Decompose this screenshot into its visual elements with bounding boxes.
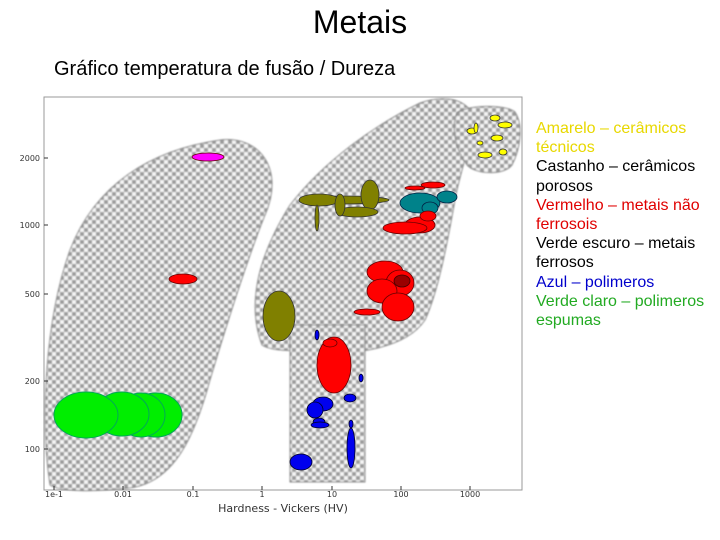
legend-item: Castanho – cerâmicos porosos (536, 158, 696, 195)
page-title: Metais (312, 4, 408, 40)
x-tick-label: 0.01 (114, 490, 132, 499)
legend: Amarelo – cerâmicos técnicos Castanho – … (536, 119, 718, 330)
dark-red-material (393, 274, 411, 288)
y-tick-label: 500 (25, 290, 40, 299)
x-tick-label: 1000 (460, 490, 480, 499)
y-tick-label: 1000 (20, 221, 40, 230)
x-axis-title: Hardness - Vickers (HV) (218, 502, 348, 515)
y-tick-label: 100 (25, 445, 40, 454)
x-tick-label: 1e-1 (45, 490, 63, 499)
x-tick-label: 10 (327, 490, 337, 499)
y-axis: 2000 1000 500 200 100 (20, 154, 48, 454)
y-tick-label: 2000 (20, 154, 40, 163)
legend-item: Verde escuro – metais ferrosos (536, 235, 696, 272)
red-group (168, 181, 446, 394)
legend-item: Verde claro – polimeros espumas (536, 292, 705, 330)
legend-item: Vermelho – metais não ferrosois (536, 196, 700, 234)
olive-group (262, 179, 390, 342)
y-tick-label: 200 (25, 377, 40, 386)
x-tick-label: 1 (259, 490, 264, 499)
green-group (53, 391, 183, 439)
blue-group (289, 329, 364, 471)
magenta-material (191, 152, 225, 162)
x-tick-label: 100 (393, 490, 408, 499)
legend-item: Azul – polimeros (536, 273, 655, 291)
x-axis: 1e-1 0.01 0.1 1 10 100 1000 Hardness - V… (45, 486, 480, 515)
x-tick-label: 0.1 (187, 490, 200, 499)
legend-item: Amarelo – cerâmicos técnicos (536, 120, 687, 157)
chart-subtitle: Gráfico temperatura de fusão / Dureza (54, 58, 396, 80)
yellow-group (466, 114, 513, 159)
teal-group (399, 190, 458, 215)
